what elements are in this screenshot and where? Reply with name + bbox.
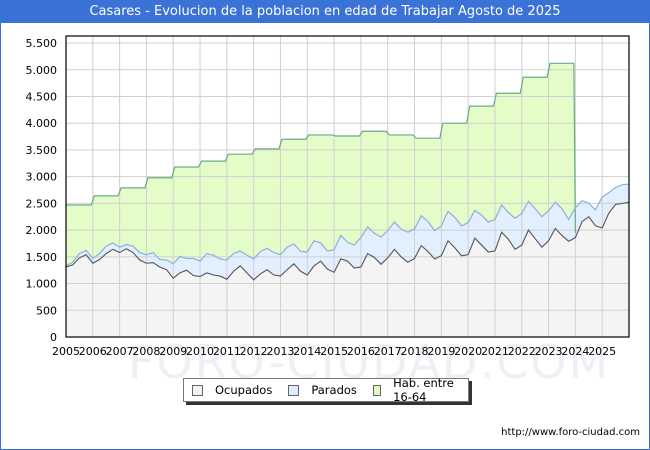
y-tick-label: 0 [50, 331, 57, 344]
y-axis: 0 500 1.000 1.500 2.000 2.500 3.000 3.500 4.000 4… [26, 37, 58, 344]
legend-item-ocupados: Ocupados [192, 383, 272, 397]
y-tick-label: 3.500 [26, 144, 58, 157]
x-tick-label: 2019 [427, 345, 455, 358]
x-tick-label: 2021 [481, 345, 509, 358]
x-tick-label: 2012 [240, 345, 268, 358]
legend-item-hab: Hab. entre 16-64 [372, 376, 460, 404]
y-tick-label: 3.000 [26, 171, 58, 184]
legend: Ocupados Parados Hab. entre 16-64 [183, 376, 469, 404]
x-axis: 2005200620072008200920102011201220132014… [52, 345, 616, 358]
x-tick-label: 2022 [508, 345, 536, 358]
y-tick-label: 2.000 [26, 224, 58, 237]
legend-label: Ocupados [215, 383, 273, 397]
legend-swatch-parados [288, 384, 300, 396]
x-tick-label: 2017 [374, 345, 402, 358]
x-tick-label: 2011 [213, 345, 241, 358]
legend-swatch-ocupados [192, 384, 203, 396]
y-tick-label: 2.500 [26, 197, 58, 210]
x-tick-label: 2018 [401, 345, 429, 358]
x-tick-label: 2020 [454, 345, 482, 358]
x-tick-label: 2025 [588, 345, 616, 358]
y-tick-label: 4.000 [26, 117, 58, 130]
x-tick-label: 2016 [347, 345, 375, 358]
legend-label: Parados [311, 383, 357, 397]
x-tick-label: 2009 [159, 345, 187, 358]
y-tick-label: 500 [36, 304, 57, 317]
x-tick-label: 2013 [266, 345, 294, 358]
chart-title: Casares - Evolucion de la poblacion en e… [0, 0, 650, 23]
legend-label: Hab. entre 16-64 [393, 376, 454, 404]
x-tick-label: 2024 [561, 345, 589, 358]
x-tick-label: 2005 [52, 345, 80, 358]
x-tick-label: 2010 [186, 345, 214, 358]
x-tick-label: 2008 [132, 345, 160, 358]
legend-swatch-hab [372, 384, 382, 396]
x-tick-label: 2007 [106, 345, 134, 358]
y-tick-label: 4.500 [26, 90, 58, 103]
y-tick-label: 5.000 [26, 64, 58, 77]
source-link[interactable]: http://www.foro-ciudad.com [501, 427, 640, 438]
plot-area [65, 35, 630, 338]
x-tick-label: 2006 [79, 345, 107, 358]
x-tick-label: 2015 [320, 345, 348, 358]
y-tick-label: 5.500 [26, 37, 58, 50]
x-tick-label: 2023 [535, 345, 563, 358]
x-tick-label: 2014 [293, 345, 321, 358]
y-tick-label: 1.500 [26, 251, 58, 264]
y-tick-label: 1.000 [26, 278, 58, 291]
legend-item-parados: Parados [288, 383, 357, 397]
